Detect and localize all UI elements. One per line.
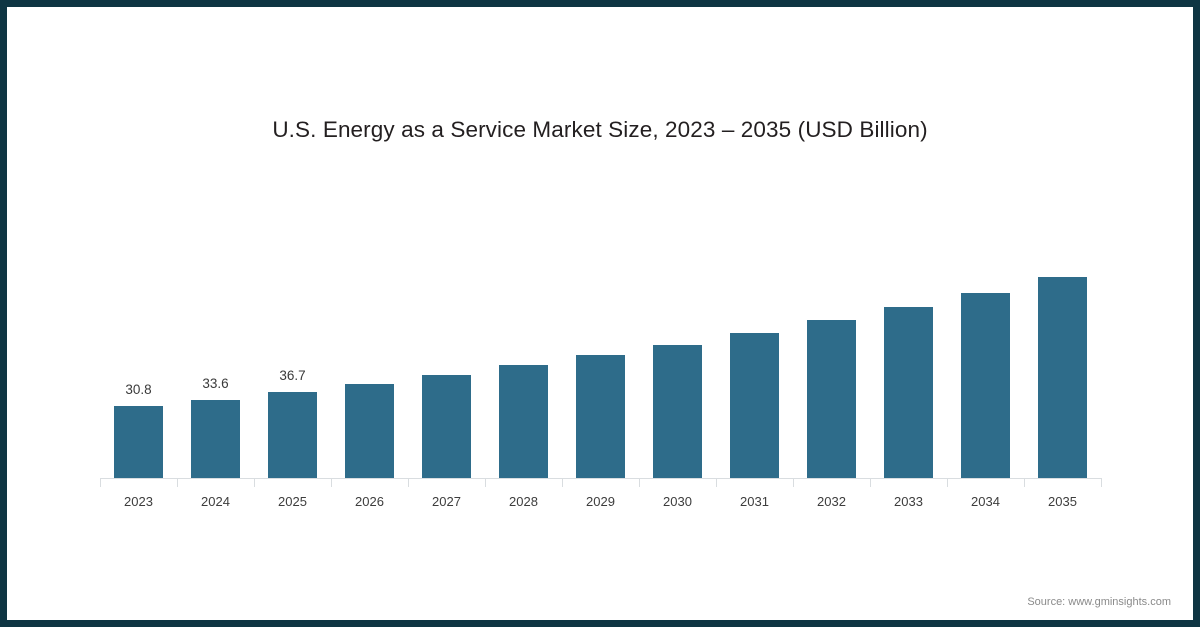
x-axis-tick <box>331 478 332 487</box>
x-axis-tick <box>254 478 255 487</box>
x-axis-label-2024: 2024 <box>201 494 230 509</box>
x-axis-tick <box>485 478 486 487</box>
bar-2025[interactable] <box>268 392 317 478</box>
bar-2023[interactable] <box>114 406 163 478</box>
bar-2035[interactable] <box>1038 277 1087 478</box>
page-title: U.S. Energy as a Service Market Size, 20… <box>272 117 928 142</box>
x-axis-label-2028: 2028 <box>509 494 538 509</box>
bar-value-label-2023: 30.8 <box>125 382 152 397</box>
bar-2032[interactable] <box>807 320 856 478</box>
x-axis-tick <box>100 478 101 487</box>
x-axis-label-2029: 2029 <box>586 494 615 509</box>
x-axis-tick <box>639 478 640 487</box>
bar-2030[interactable] <box>653 345 702 478</box>
bar-2031[interactable] <box>730 333 779 478</box>
x-axis-tick <box>1024 478 1025 487</box>
x-axis-label-2032: 2032 <box>817 494 846 509</box>
bar-chart-plot-area: 30.8 2023 33.6 2024 36.7 2025 2026 2027 2028 2029… <box>7 7 1193 620</box>
x-axis-label-2023: 2023 <box>124 494 153 509</box>
x-axis-label-2034: 2034 <box>971 494 1000 509</box>
bar-2034[interactable] <box>961 293 1010 478</box>
x-axis-label-2025: 2025 <box>278 494 307 509</box>
bar-2024[interactable] <box>191 400 240 478</box>
bar-2027[interactable] <box>422 375 471 478</box>
bar-value-label-2025: 36.7 <box>279 368 306 383</box>
bar-value-label-2024: 33.6 <box>202 376 229 391</box>
x-axis-label-2033: 2033 <box>894 494 923 509</box>
chart-canvas: U.S. Energy as a Service Market Size, 20… <box>7 7 1193 620</box>
x-axis-label-2030: 2030 <box>663 494 692 509</box>
x-axis-tick <box>947 478 948 487</box>
x-axis-label-2027: 2027 <box>432 494 461 509</box>
x-axis-tick <box>408 478 409 487</box>
x-axis-label-2026: 2026 <box>355 494 384 509</box>
x-axis-tick <box>716 478 717 487</box>
x-axis-tick <box>177 478 178 487</box>
x-axis-label-2031: 2031 <box>740 494 769 509</box>
bar-2033[interactable] <box>884 307 933 478</box>
x-axis-tick <box>1101 478 1102 487</box>
x-axis-tick <box>870 478 871 487</box>
bar-2028[interactable] <box>499 365 548 478</box>
source-attribution: Source: www.gminsights.com <box>1027 596 1171 608</box>
x-axis-tick <box>793 478 794 487</box>
bar-2026[interactable] <box>345 384 394 478</box>
bar-2029[interactable] <box>576 355 625 478</box>
x-axis-line <box>100 478 1101 479</box>
x-axis-label-2035: 2035 <box>1048 494 1077 509</box>
x-axis-tick <box>562 478 563 487</box>
